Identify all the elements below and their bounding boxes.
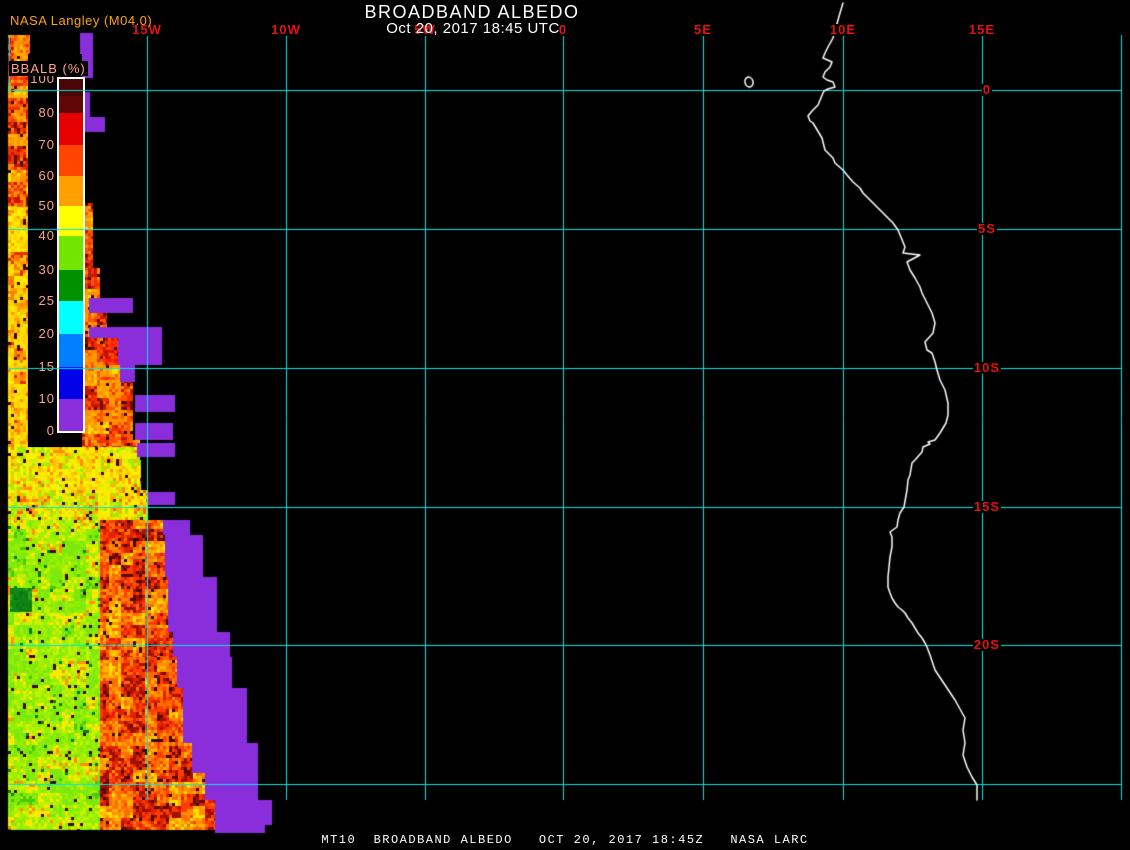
colorbar-segment-60-50 bbox=[59, 176, 83, 206]
colorbar-segment-100-90 bbox=[59, 79, 83, 96]
colorbar-segment-90-80 bbox=[59, 96, 83, 113]
colorbar-segment-25-20 bbox=[59, 301, 83, 334]
colorbar-title: BBALB (%) bbox=[9, 61, 88, 76]
lon-label-15E: 15E bbox=[967, 22, 997, 37]
footer-caption: MT10 BROADBAND ALBEDO OCT 20, 2017 18:45… bbox=[321, 833, 809, 847]
lon-label-10E: 10E bbox=[828, 22, 858, 37]
lat-label-20S: 20S bbox=[972, 637, 1002, 652]
colorbar-segment-10-0 bbox=[59, 399, 83, 431]
colorbar-tick-10: 10 bbox=[38, 391, 55, 406]
colorbar-tick-25: 25 bbox=[38, 293, 55, 308]
colorbar-tick-50: 50 bbox=[38, 198, 55, 213]
lon-label-10W: 10W bbox=[270, 22, 302, 37]
colorbar-tick-15: 15 bbox=[38, 359, 55, 374]
colorbar-tick-80: 80 bbox=[38, 105, 55, 120]
colorbar-segment-20-15 bbox=[59, 334, 83, 367]
colorbar-tick-0: 0 bbox=[46, 423, 55, 438]
lat-label-10S: 10S bbox=[972, 360, 1002, 375]
colorbar-segment-30-25 bbox=[59, 270, 83, 301]
lat-label-5S: 5S bbox=[977, 221, 997, 236]
timestamp-subtitle: Oct 20, 2017 18:45 UTC bbox=[386, 20, 560, 37]
lat-label-15S: 15S bbox=[972, 499, 1002, 514]
colorbar-segment-40-30 bbox=[59, 236, 83, 270]
colorbar-segment-50-40 bbox=[59, 206, 83, 236]
colorbar-tick-20: 20 bbox=[38, 326, 55, 341]
lat-label-0: 0 bbox=[981, 82, 993, 97]
colorbar-tick-70: 70 bbox=[38, 137, 55, 152]
colorbar-tick-40: 40 bbox=[38, 228, 55, 243]
colorbar-tick-60: 60 bbox=[38, 168, 55, 183]
colorbar-segment-70-60 bbox=[59, 145, 83, 176]
colorbar bbox=[57, 77, 85, 433]
colorbar-segment-15-10 bbox=[59, 367, 83, 399]
colorbar-tick-30: 30 bbox=[38, 262, 55, 277]
colorbar-segment-80-70 bbox=[59, 113, 83, 145]
lon-label-5E: 5E bbox=[693, 22, 713, 37]
source-label: NASA Langley (M04.0) bbox=[10, 13, 153, 28]
